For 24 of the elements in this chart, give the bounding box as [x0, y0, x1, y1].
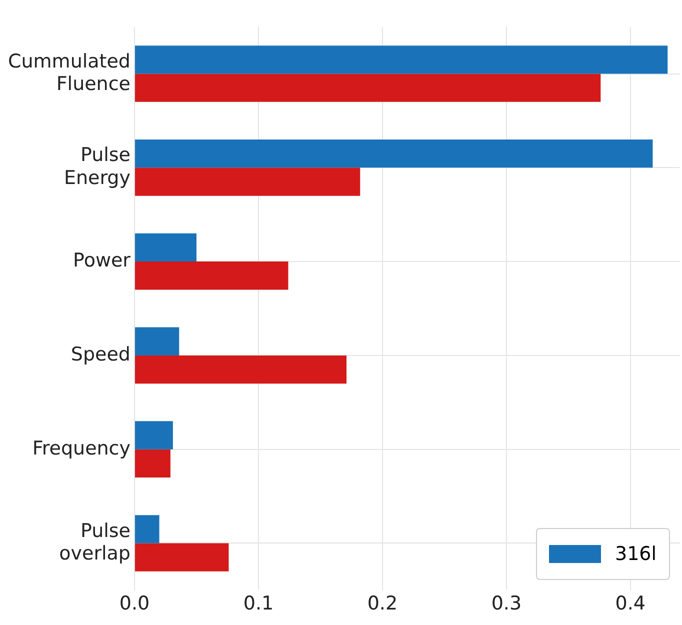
- y-tick-label: Pulse Energy: [64, 144, 130, 189]
- bar: [134, 449, 170, 478]
- bar: [134, 74, 601, 102]
- bar: [134, 543, 229, 572]
- bar: [134, 262, 288, 290]
- bar: [134, 139, 653, 168]
- x-tick-label: 0.0: [119, 592, 150, 615]
- bar: [134, 168, 360, 196]
- bar: [134, 421, 173, 450]
- y-tick-label: Speed: [70, 343, 130, 366]
- y-tick-label: Frequency: [32, 437, 130, 460]
- y-tick-label: Pulse overlap: [59, 520, 130, 565]
- bar: [134, 327, 180, 356]
- y-tick-label: Power: [73, 249, 131, 272]
- x-tick-label: 0.2: [367, 592, 398, 615]
- x-tick-label: 0.1: [243, 592, 274, 615]
- bar: [134, 515, 160, 544]
- bar: [134, 355, 346, 384]
- bar: [134, 46, 668, 74]
- bar: [134, 233, 196, 262]
- x-tick-label: 0.3: [491, 592, 522, 615]
- y-tick-label: Cummulated Fluence: [8, 50, 130, 96]
- x-tick-label: 0.4: [615, 592, 646, 615]
- legend-label: 316l: [615, 543, 657, 566]
